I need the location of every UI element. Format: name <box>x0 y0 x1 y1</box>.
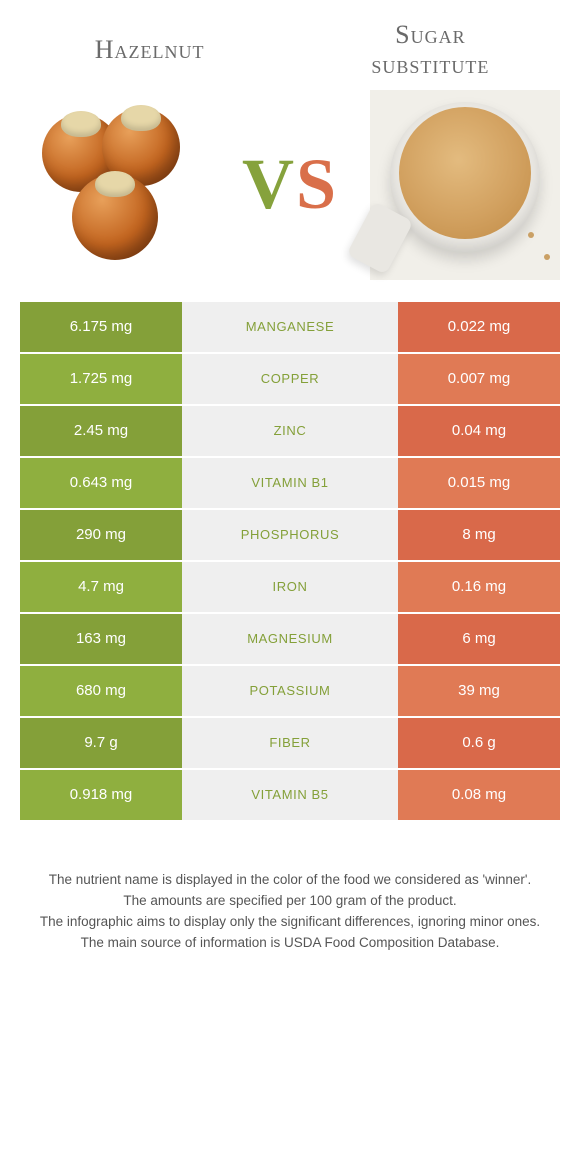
table-row: 290 mgPHOSPHORUS8 mg <box>20 510 560 560</box>
titles-row: Hazelnut Sugarsubstitute <box>20 20 560 80</box>
right-value: 0.022 mg <box>398 302 560 352</box>
nutrient-label: ZINC <box>182 406 398 456</box>
left-value: 4.7 mg <box>20 562 182 612</box>
footer-line: The main source of information is USDA F… <box>30 933 550 954</box>
left-value: 1.725 mg <box>20 354 182 404</box>
nutrient-label: MAGNESIUM <box>182 614 398 664</box>
left-value: 6.175 mg <box>20 302 182 352</box>
table-row: 680 mgPOTASSIUM39 mg <box>20 666 560 716</box>
right-value: 0.08 mg <box>398 770 560 820</box>
table-row: 0.918 mgVITAMIN B50.08 mg <box>20 770 560 820</box>
table-row: 6.175 mgMANGANESE0.022 mg <box>20 302 560 352</box>
nutrient-label: COPPER <box>182 354 398 404</box>
table-row: 1.725 mgCOPPER0.007 mg <box>20 354 560 404</box>
left-value: 9.7 g <box>20 718 182 768</box>
nutrient-label: MANGANESE <box>182 302 398 352</box>
nutrient-label: PHOSPHORUS <box>182 510 398 560</box>
right-value: 0.6 g <box>398 718 560 768</box>
images-row: VS <box>20 90 560 280</box>
nutrient-label: POTASSIUM <box>182 666 398 716</box>
right-value: 0.16 mg <box>398 562 560 612</box>
hazelnut-image <box>20 90 210 280</box>
right-food-title: Sugarsubstitute <box>301 20 560 80</box>
sugar-substitute-image <box>370 90 560 280</box>
table-row: 9.7 gFIBER0.6 g <box>20 718 560 768</box>
left-value: 163 mg <box>20 614 182 664</box>
table-row: 163 mgMAGNESIUM6 mg <box>20 614 560 664</box>
vs-label: VS <box>242 143 338 226</box>
footer-line: The nutrient name is displayed in the co… <box>30 870 550 891</box>
nutrient-label: IRON <box>182 562 398 612</box>
table-row: 2.45 mgZINC0.04 mg <box>20 406 560 456</box>
footer-line: The amounts are specified per 100 gram o… <box>30 891 550 912</box>
nutrient-label: VITAMIN B5 <box>182 770 398 820</box>
nutrient-label: VITAMIN B1 <box>182 458 398 508</box>
right-value: 6 mg <box>398 614 560 664</box>
footer-line: The infographic aims to display only the… <box>30 912 550 933</box>
left-value: 2.45 mg <box>20 406 182 456</box>
left-value: 290 mg <box>20 510 182 560</box>
right-value: 0.007 mg <box>398 354 560 404</box>
right-value: 0.04 mg <box>398 406 560 456</box>
footer-notes: The nutrient name is displayed in the co… <box>20 870 560 954</box>
table-row: 4.7 mgIRON0.16 mg <box>20 562 560 612</box>
table-row: 0.643 mgVITAMIN B10.015 mg <box>20 458 560 508</box>
left-value: 0.643 mg <box>20 458 182 508</box>
vs-v: V <box>242 144 296 224</box>
left-value: 0.918 mg <box>20 770 182 820</box>
nutrient-comparison-table: 6.175 mgMANGANESE0.022 mg1.725 mgCOPPER0… <box>20 302 560 820</box>
vs-s: S <box>296 144 338 224</box>
left-food-title: Hazelnut <box>20 35 279 65</box>
right-value: 0.015 mg <box>398 458 560 508</box>
right-value: 8 mg <box>398 510 560 560</box>
right-value: 39 mg <box>398 666 560 716</box>
left-value: 680 mg <box>20 666 182 716</box>
nutrient-label: FIBER <box>182 718 398 768</box>
